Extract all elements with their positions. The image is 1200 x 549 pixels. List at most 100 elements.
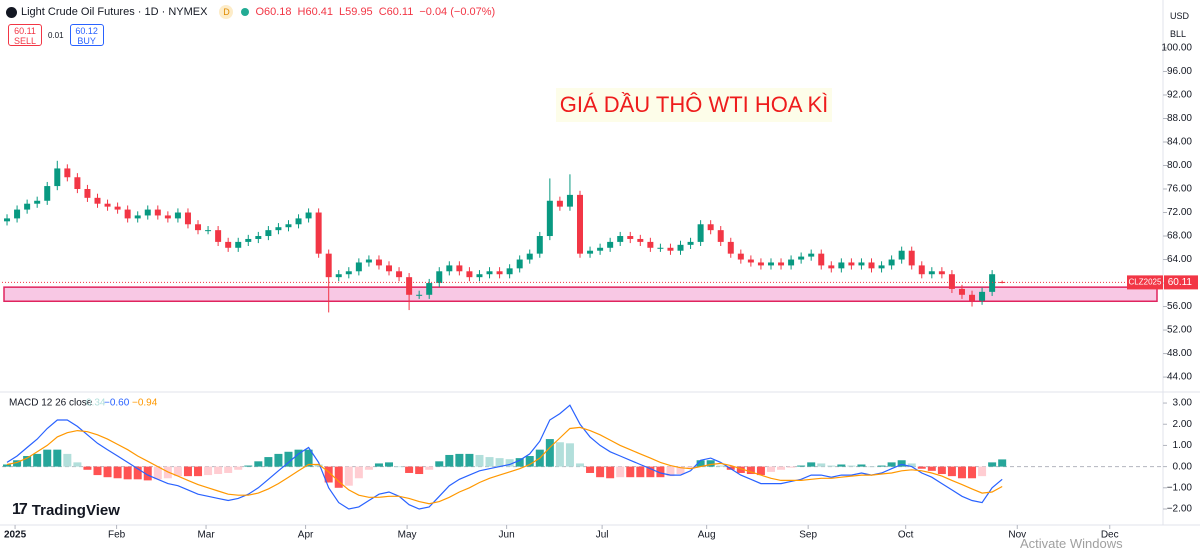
candle-body (265, 230, 272, 237)
candle-body (808, 253, 815, 257)
candle-body (476, 274, 483, 278)
candle-body (526, 253, 533, 260)
candle-body (174, 212, 181, 219)
histogram-bar (666, 466, 675, 477)
histogram-bar (73, 462, 82, 467)
histogram-bar (586, 466, 595, 473)
histogram-bar (847, 465, 856, 467)
x-tick-label: Aug (698, 530, 716, 541)
histogram-bar (314, 464, 323, 467)
branding[interactable]: 17 TradingView (12, 501, 120, 519)
candle-body (546, 200, 553, 237)
buy-button[interactable]: 60.12 BUY (69, 24, 104, 46)
histogram-bar (565, 443, 574, 467)
candle-body (396, 271, 403, 278)
candle-body (627, 236, 634, 239)
histogram-bar (374, 463, 383, 467)
macd-line (6, 404, 1003, 510)
histogram-bar (596, 466, 605, 478)
histogram-bar (555, 442, 564, 467)
y-tick-label: 2.00 (1173, 419, 1193, 430)
brand-name: TradingView (31, 501, 120, 519)
candle-body (335, 274, 342, 278)
candle-body (355, 262, 362, 272)
candle-body (928, 271, 935, 275)
macd-line (6, 426, 1003, 505)
candle-body (64, 168, 71, 178)
y-tick-label: 48.00 (1167, 348, 1192, 359)
histogram-bar (636, 466, 645, 478)
histogram-bar (133, 466, 142, 480)
candle-body (345, 271, 352, 275)
y-tick-label: 76.00 (1167, 184, 1192, 195)
symbol-title[interactable]: Light Crude Oil Futures · 1D · NYMEX (21, 6, 208, 18)
histogram-bar (455, 453, 464, 467)
candle-body (888, 259, 895, 266)
y-tick-label: 64.00 (1167, 254, 1192, 265)
histogram-bar (173, 466, 182, 477)
histogram-bar (143, 466, 152, 481)
trade-buttons: 60.11 SELL 0.01 60.12 BUY (8, 24, 104, 46)
histogram-bar (947, 466, 956, 477)
candle-body (587, 250, 594, 254)
x-tick-label: Jun (499, 530, 515, 541)
histogram-bar (857, 464, 866, 467)
candle-body (114, 206, 121, 210)
histogram-bar (626, 466, 635, 478)
histogram-bar (43, 449, 52, 467)
candle-body (858, 262, 865, 266)
histogram-bar (334, 466, 343, 488)
candle-body (948, 274, 955, 289)
low-value: L59.95 (339, 6, 373, 18)
histogram-bar (646, 466, 655, 478)
histogram-bar (304, 449, 313, 467)
histogram-bar (244, 465, 253, 467)
histogram-bar (254, 461, 263, 467)
histogram-bar (364, 466, 373, 470)
histogram-bar (23, 456, 32, 467)
candle-body (466, 271, 473, 278)
change-value: −0.04 (−0.07%) (419, 6, 496, 18)
series-value: −0.94 (132, 398, 158, 409)
y-tick-label: 100.00 (1161, 43, 1192, 54)
histogram-bar (978, 466, 987, 477)
y-tick-label: −2.00 (1167, 504, 1193, 515)
histogram-bar (3, 464, 12, 467)
candle-body (436, 271, 443, 284)
price-axis-bg (1163, 0, 1200, 549)
candle-body (195, 224, 202, 231)
candle-body (717, 230, 724, 242)
series-value: −0.60 (104, 398, 130, 409)
y-tick-label: 1.00 (1173, 440, 1193, 451)
histogram-bar (957, 466, 966, 479)
candle-body (154, 209, 161, 216)
histogram-bar (937, 466, 946, 475)
candle-body (104, 203, 111, 207)
candle-body (687, 241, 694, 245)
market-status (241, 8, 250, 16)
histogram-bar (716, 465, 725, 467)
candle-body (295, 218, 302, 225)
candle-body (617, 236, 624, 242)
x-tick-label: May (398, 530, 417, 541)
histogram-bar (274, 453, 283, 467)
y-tick-label: 92.00 (1167, 90, 1192, 101)
delay-badge[interactable]: D (219, 5, 234, 19)
histogram-bar (807, 462, 816, 467)
histogram-bar (736, 466, 745, 473)
candle-body (124, 209, 131, 219)
histogram-bar (93, 466, 102, 476)
candle-body (647, 241, 654, 248)
currency[interactable]: USD (1170, 11, 1190, 21)
histogram-bar (998, 459, 1007, 467)
sell-button[interactable]: 60.11 SELL (8, 24, 42, 46)
histogram-bar (405, 466, 414, 473)
candle-body (657, 247, 664, 249)
unit[interactable]: BLL (1170, 29, 1187, 39)
y-tick-label: 52.00 (1167, 325, 1192, 336)
histogram-bar (897, 460, 906, 467)
sell-label: SELL (13, 36, 37, 46)
candle-body (938, 271, 945, 275)
histogram-bar (927, 466, 936, 471)
candle-body (516, 259, 523, 269)
